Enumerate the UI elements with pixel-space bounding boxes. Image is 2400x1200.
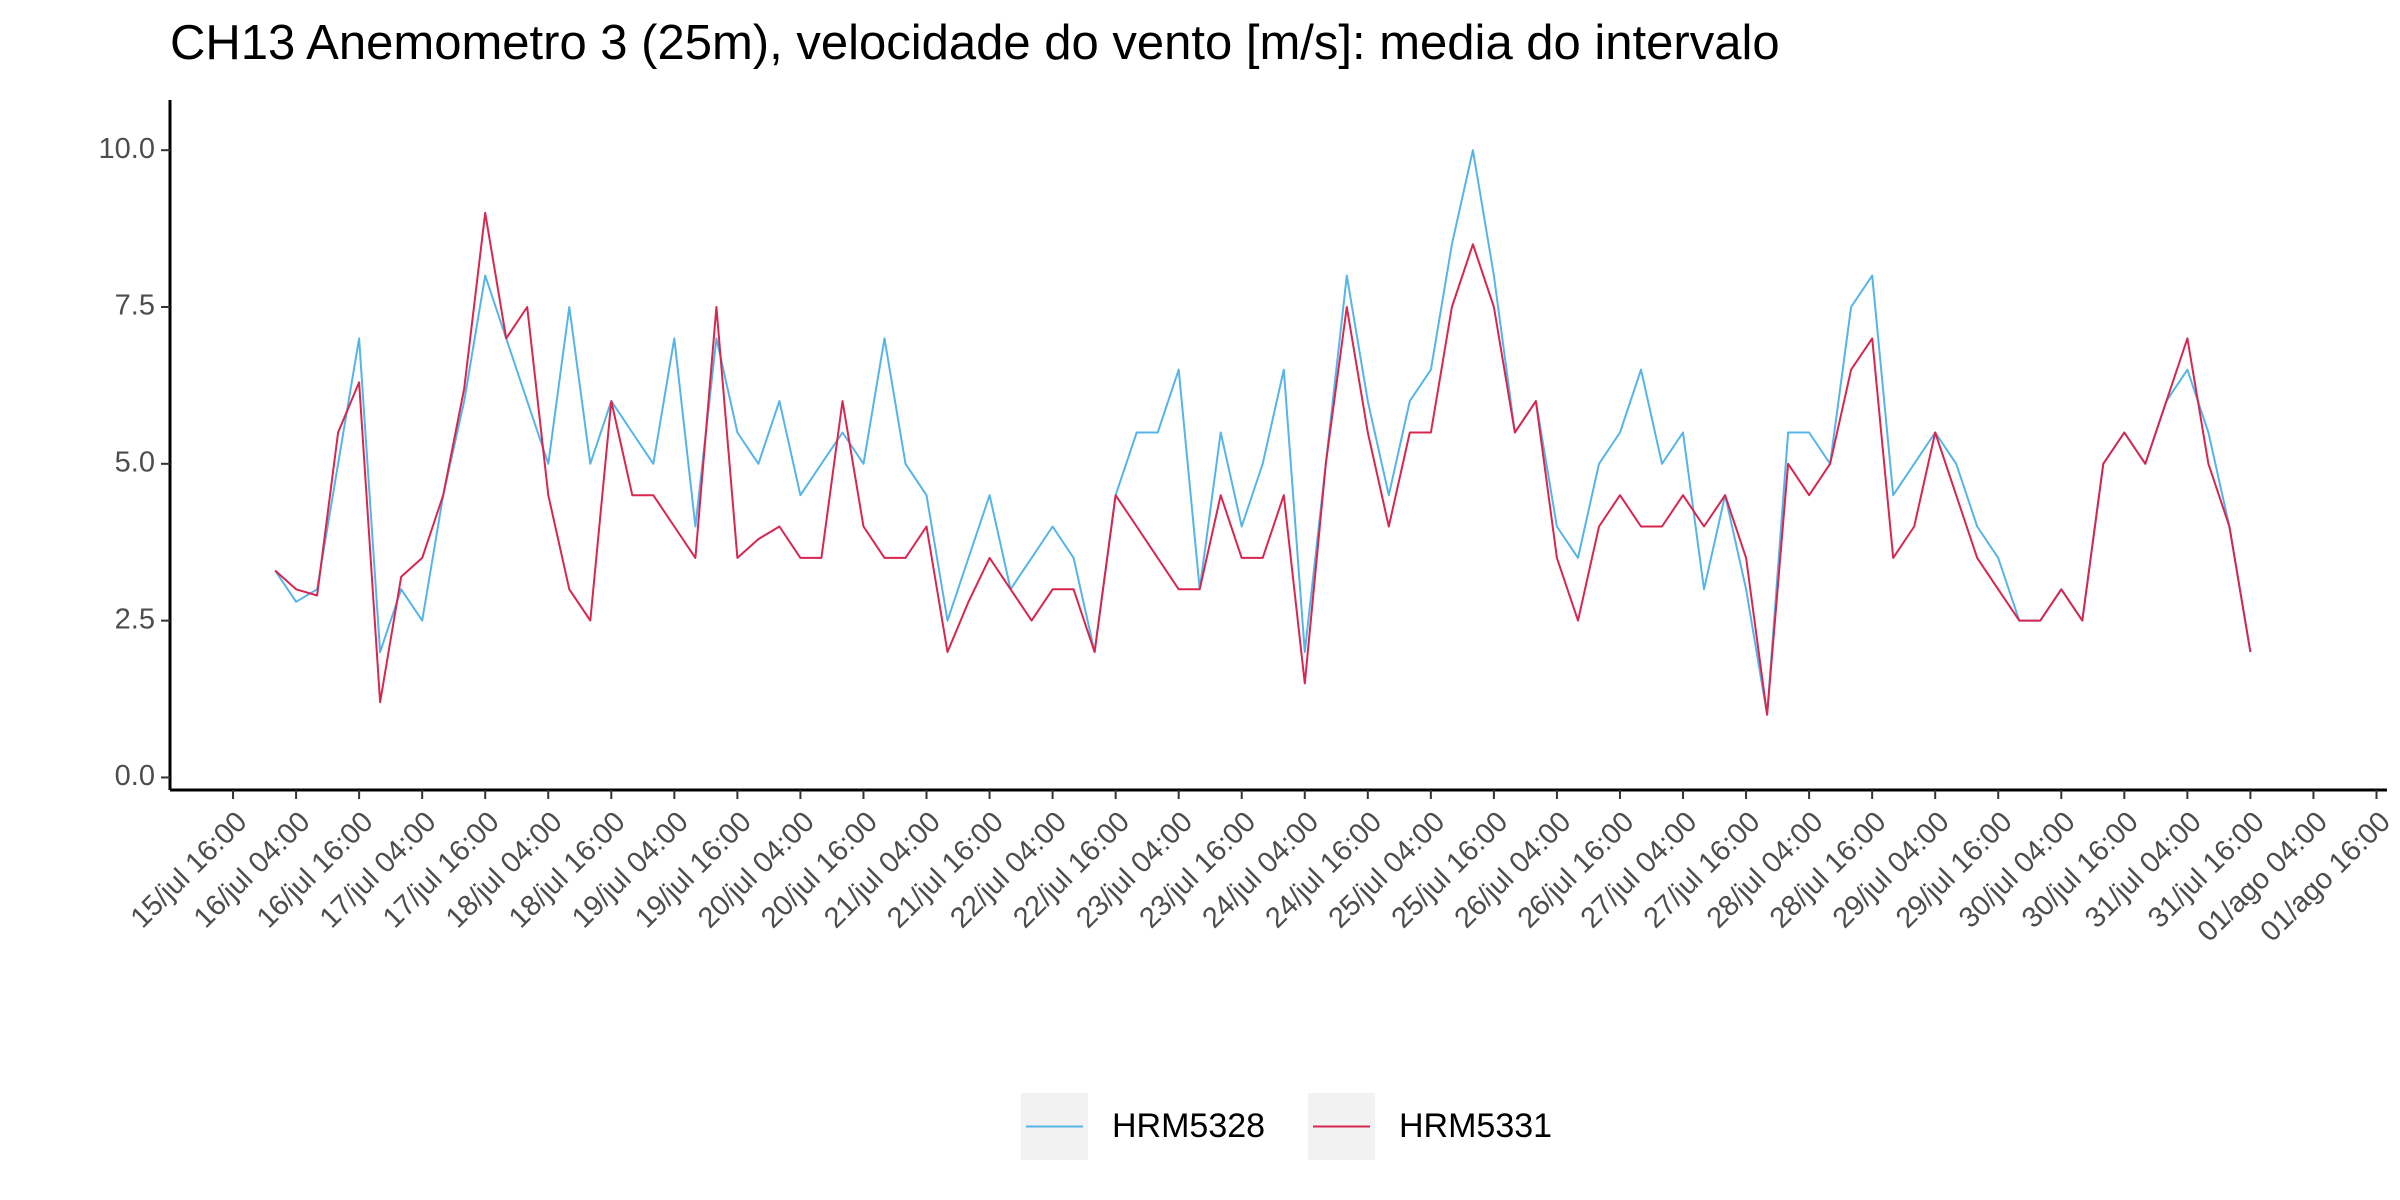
y-tick-label: 2.5 <box>115 603 155 635</box>
chart-title: CH13 Anemometro 3 (25m), velocidade do v… <box>170 16 1780 70</box>
y-tick-label: 0.0 <box>115 760 155 792</box>
legend-label: HRM5331 <box>1399 1107 1552 1145</box>
legend-label: HRM5328 <box>1112 1107 1265 1145</box>
y-tick-label: 5.0 <box>115 446 155 478</box>
y-tick-label: 10.0 <box>99 133 155 165</box>
series-line <box>274 149 2252 716</box>
y-tick-label: 7.5 <box>115 290 155 322</box>
series-line <box>274 211 2252 716</box>
